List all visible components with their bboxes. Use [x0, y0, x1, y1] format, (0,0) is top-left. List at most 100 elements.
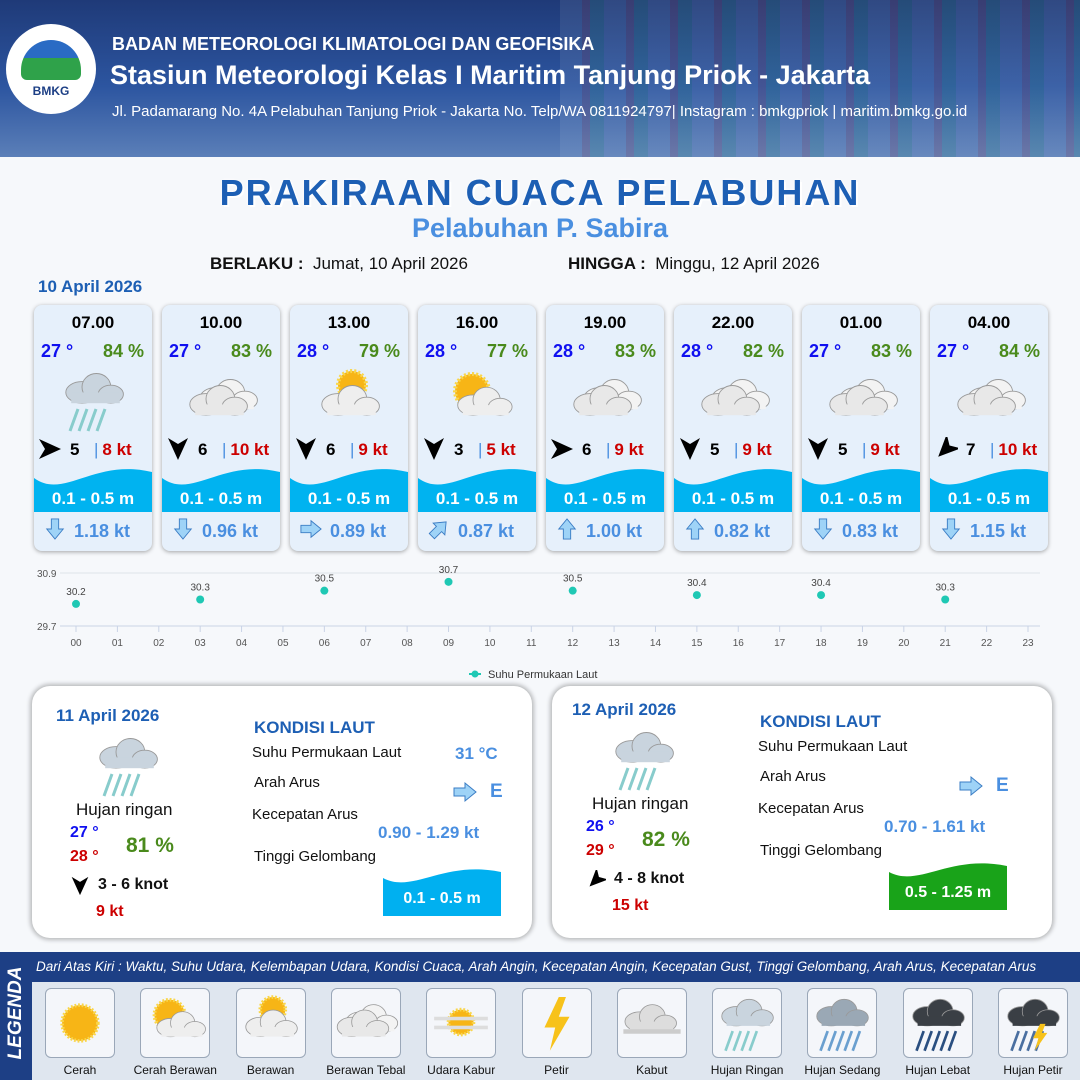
sst-label: Suhu Permukaan Laut: [252, 744, 402, 761]
data-point: [72, 599, 80, 608]
forecast-card: 13.00 28 ° 79 % 6 | 9 kt 0.1 - 0.5 m 0.89…: [290, 305, 408, 551]
x-tick-label: 10: [484, 638, 496, 649]
day1-date: 10 April 2026: [38, 277, 143, 296]
current-direction-arrow-icon: [428, 517, 450, 541]
current-direction-arrow-icon: [684, 517, 706, 541]
air-temperature: 28 °: [681, 341, 714, 361]
legend-item-label: Hujan Sedang: [804, 1063, 881, 1077]
wave-height: 0.1 - 0.5 m: [307, 489, 391, 508]
header-banner: BMKG BADAN METEOROLOGI KLIMATOLOGI DAN G…: [0, 0, 1080, 157]
current-speed: 1.15 kt: [970, 521, 1027, 541]
kabut-legend-icon: [616, 988, 687, 1058]
forecast-card: 16.00 28 ° 77 % 3 | 5 kt 0.1 - 0.5 m 0.87…: [418, 305, 536, 551]
current-direction-arrow-icon: [812, 517, 834, 541]
x-tick-label: 03: [195, 638, 207, 649]
legend-item-label: Kabut: [636, 1063, 668, 1077]
x-tick-label: 08: [402, 638, 414, 649]
hujan-sedang-legend-icon: [807, 988, 878, 1058]
wave-height-label: Tinggi Gelombang: [254, 848, 377, 865]
legend-item-label: Berawan Tebal: [326, 1063, 406, 1077]
forecast-card: 01.00 27 ° 83 % 5 | 9 kt 0.1 - 0.5 m 0.83…: [802, 305, 920, 551]
legend-item-label: Berawan: [246, 1063, 295, 1077]
hujan-ringan-weather-icon: [606, 724, 682, 794]
udara-kabur-legend-icon: [426, 988, 497, 1058]
berawan-tebal-weather-icon: [696, 365, 772, 435]
current-speed-label: Kecepatan Arus: [252, 806, 358, 823]
sst-label: Suhu Permukaan Laut: [758, 738, 908, 755]
wave-height: 0.1 - 0.5 m: [691, 489, 775, 508]
air-temperature: 27 °: [937, 341, 970, 361]
wind-speed: 6: [198, 440, 208, 459]
current-direction-label: Arah Arus: [254, 774, 320, 791]
current-direction-arrow-icon: [300, 517, 322, 541]
data-point: [692, 591, 701, 600]
x-tick-label: 14: [650, 638, 662, 649]
y-tick-label: 30.9: [37, 569, 57, 580]
cerah-berawan-weather-icon: [440, 365, 516, 435]
wind-direction-arrow-icon: [678, 437, 702, 461]
data-label: 30.2: [66, 587, 86, 598]
max-temperature: 29 °: [586, 842, 615, 859]
wave-height: 0.1 - 0.5 m: [435, 489, 519, 508]
wind-direction-arrow-icon: [934, 434, 961, 461]
daily-date: 11 April 2026: [56, 706, 160, 725]
data-label: 30.7: [439, 565, 459, 576]
wave-graphic: [383, 864, 501, 916]
wave-height-label: Tinggi Gelombang: [760, 842, 883, 859]
cerah-berawan-legend-icon: [140, 988, 211, 1058]
data-label: 30.3: [190, 583, 210, 594]
current-speed: 1.00 kt: [586, 521, 643, 541]
wave-height: 0.1 - 0.5 m: [819, 489, 903, 508]
forecast-card: 22.00 28 ° 82 % 5 | 9 kt 0.1 - 0.5 m 0.82…: [674, 305, 792, 551]
air-temperature: 27 °: [809, 341, 842, 361]
wave-graphic: [889, 858, 1007, 910]
gust-speed: | 10 kt: [222, 440, 270, 459]
current-direction-arrow-icon: [556, 517, 578, 541]
data-label: 30.3: [935, 583, 955, 594]
daily-gust: 9 kt: [96, 903, 124, 920]
wind-direction-arrow-icon: [806, 437, 830, 461]
hujan-lebat-legend-icon: [902, 988, 973, 1058]
org-name: BADAN METEOROLOGI KLIMATOLOGI DAN GEOFIS…: [112, 34, 595, 54]
humidity: 83 %: [230, 341, 272, 361]
x-tick-label: 07: [360, 638, 372, 649]
forecast-time: 01.00: [839, 313, 883, 332]
sst-value: 31 °C: [455, 744, 498, 763]
hujan-ringan-weather-icon: [90, 730, 166, 800]
forecast-card: 10.00 27 ° 83 % 6 | 10 kt 0.1 - 0.5 m 0.9…: [162, 305, 280, 551]
forecast-time: 19.00: [583, 313, 627, 332]
daily-wind-speed: 4 - 8 knot: [614, 870, 685, 887]
daily-weather: Hujan ringan: [592, 794, 689, 813]
daily-forecast-panel: 11 April 2026 Hujan ringan 27 ° 28 ° 81 …: [32, 686, 532, 938]
wave-graphic: [418, 460, 536, 512]
berawan-tebal-weather-icon: [184, 365, 260, 435]
x-tick-label: 00: [70, 638, 82, 649]
wind-direction-arrow-icon: [422, 437, 446, 461]
data-point: [941, 595, 950, 604]
current-direction-arrow-icon: [452, 780, 478, 804]
current-speed: 0.89 kt: [330, 521, 387, 541]
wave-height: 0.1 - 0.5 m: [947, 489, 1031, 508]
x-tick-label: 05: [277, 638, 289, 649]
wind-direction-arrow-icon: [38, 437, 62, 461]
berawan-tebal-weather-icon: [824, 365, 900, 435]
forecast-time: 13.00: [327, 313, 371, 332]
x-tick-label: 18: [815, 638, 827, 649]
wave-graphic: [34, 460, 152, 512]
wind-speed: 5: [838, 440, 848, 459]
page-title: PRAKIRAAN CUACA PELABUHAN: [219, 172, 861, 213]
daily-wave-height: 0.1 - 0.5 m: [403, 890, 481, 907]
wave-graphic: [290, 460, 408, 512]
wind-speed: 6: [326, 440, 336, 459]
daily-wind-speed: 3 - 6 knot: [98, 876, 169, 893]
forecast-card: 19.00 28 ° 83 % 6 | 9 kt 0.1 - 0.5 m 1.00…: [546, 305, 664, 551]
humidity: 84 %: [102, 341, 144, 361]
hujan-ringan-legend-icon: [712, 988, 783, 1058]
current-direction-arrow-icon: [958, 774, 984, 798]
legend-item-label: Hujan Ringan: [710, 1063, 784, 1077]
legend-item-label: Hujan Petir: [1003, 1063, 1063, 1077]
wind-direction-arrow-icon: [166, 437, 190, 461]
sst-chart: 30.9 29.7 00 01 02 03 04 05 06 07 08 09 10 11 12 13 14 15…: [37, 565, 1040, 681]
current-direction-arrow-icon: [172, 517, 194, 541]
x-tick-label: 13: [609, 638, 621, 649]
